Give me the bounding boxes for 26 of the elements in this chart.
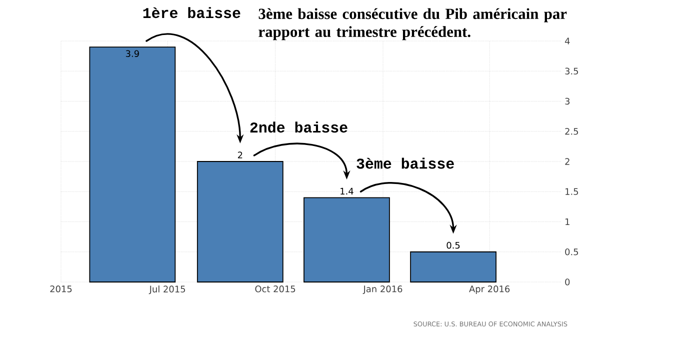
y-tick-label: 3 xyxy=(565,98,570,105)
x-tick-label: 2015 xyxy=(50,286,72,292)
y-tick-label: 2 xyxy=(565,158,570,165)
data-label: 1.4 xyxy=(340,188,354,194)
bar xyxy=(410,251,496,282)
y-tick-label: 0.5 xyxy=(565,248,578,256)
data-label: 2 xyxy=(238,152,242,158)
x-tick-label: Oct 2015 xyxy=(255,286,296,292)
y-tick-label: 2.5 xyxy=(565,128,578,135)
data-label: 0.5 xyxy=(446,242,460,249)
text: 1ère baisse xyxy=(143,7,240,18)
annotation: 3ème baisse xyxy=(356,158,454,169)
x-tick-label: Jul 2015 xyxy=(148,286,186,294)
data-label: 3.9 xyxy=(126,50,139,58)
bar xyxy=(304,197,390,282)
y-tick-label: 3.5 xyxy=(565,68,578,75)
y-tick-label: 1 xyxy=(566,218,570,226)
x-tick-label: Apr 2016 xyxy=(469,286,510,294)
bar xyxy=(196,161,284,282)
y-tick-label: 4 xyxy=(564,38,570,44)
y-tick-label: 0 xyxy=(565,278,570,286)
y-tick-label: 1.5 xyxy=(566,188,578,195)
annotation: 2nde baisse xyxy=(250,122,348,133)
x-tick-label: Jan 2016 xyxy=(362,286,402,294)
bar xyxy=(89,46,176,282)
chart-title: 3ème baisse consécutive du Pib américain par rapport au trimestre précédent. xyxy=(258,8,567,40)
